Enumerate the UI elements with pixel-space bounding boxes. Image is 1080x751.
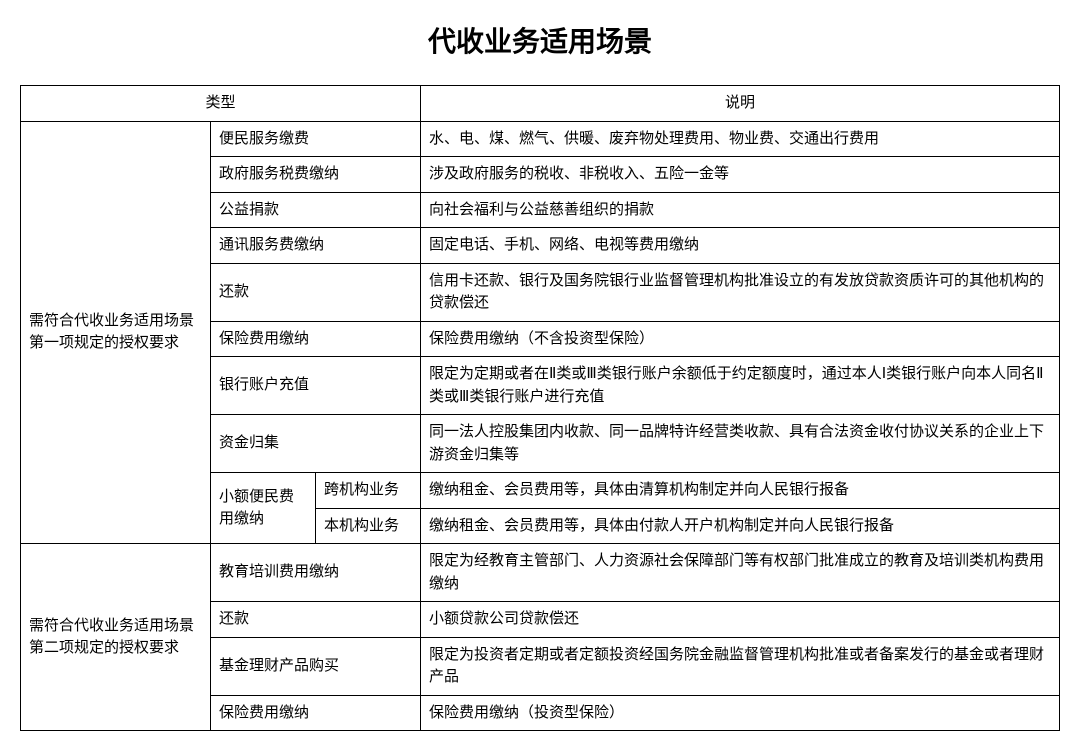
row-desc: 限定为经教育主管部门、人力资源社会保障部门等有权部门批准成立的教育及培训类机构费… [421, 544, 1060, 602]
row-category: 教育培训费用缴纳 [211, 544, 421, 602]
scenario-table: 类型 说明 需符合代收业务适用场景第一项规定的授权要求 便民服务缴费 水、电、煤… [20, 85, 1060, 731]
row-category: 政府服务税费缴纳 [211, 157, 421, 193]
row-desc: 缴纳租金、会员费用等，具体由清算机构制定并向人民银行报备 [421, 473, 1060, 509]
row-category: 便民服务缴费 [211, 121, 421, 157]
row-desc: 涉及政府服务的税收、非税收入、五险一金等 [421, 157, 1060, 193]
row-category: 通讯服务费缴纳 [211, 228, 421, 264]
table-row: 需符合代收业务适用场景第一项规定的授权要求 便民服务缴费 水、电、煤、燃气、供暖… [21, 121, 1060, 157]
header-desc: 说明 [421, 86, 1060, 122]
row-desc: 保险费用缴纳（不含投资型保险） [421, 321, 1060, 357]
row-category: 基金理财产品购买 [211, 637, 421, 695]
row-desc: 同一法人控股集团内收款、同一品牌特许经营类收款、具有合法资金收付协议关系的企业上… [421, 415, 1060, 473]
group2-label: 需符合代收业务适用场景第二项规定的授权要求 [21, 544, 211, 731]
row-category: 银行账户充值 [211, 357, 421, 415]
row-subcategory: 本机构业务 [316, 508, 421, 544]
table-row: 需符合代收业务适用场景第二项规定的授权要求 教育培训费用缴纳 限定为经教育主管部… [21, 544, 1060, 602]
row-category: 资金归集 [211, 415, 421, 473]
row-subcategory: 跨机构业务 [316, 473, 421, 509]
row-desc: 保险费用缴纳（投资型保险） [421, 695, 1060, 731]
table-header-row: 类型 说明 [21, 86, 1060, 122]
row-desc: 向社会福利与公益慈善组织的捐款 [421, 192, 1060, 228]
row-category: 保险费用缴纳 [211, 695, 421, 731]
subgroup-label: 小额便民费用缴纳 [211, 473, 316, 544]
row-desc: 缴纳租金、会员费用等，具体由付款人开户机构制定并向人民银行报备 [421, 508, 1060, 544]
page-title: 代收业务适用场景 [20, 20, 1060, 60]
row-category: 保险费用缴纳 [211, 321, 421, 357]
row-desc: 限定为定期或者在Ⅱ类或Ⅲ类银行账户余额低于约定额度时，通过本人Ⅰ类银行账户向本人… [421, 357, 1060, 415]
row-desc: 信用卡还款、银行及国务院银行业监督管理机构批准设立的有发放贷款资质许可的其他机构… [421, 263, 1060, 321]
row-desc: 限定为投资者定期或者定额投资经国务院金融监督管理机构批准或者备案发行的基金或者理… [421, 637, 1060, 695]
row-desc: 固定电话、手机、网络、电视等费用缴纳 [421, 228, 1060, 264]
row-category: 公益捐款 [211, 192, 421, 228]
row-category: 还款 [211, 263, 421, 321]
group1-label: 需符合代收业务适用场景第一项规定的授权要求 [21, 121, 211, 544]
row-category: 还款 [211, 602, 421, 638]
header-type: 类型 [21, 86, 421, 122]
row-desc: 小额贷款公司贷款偿还 [421, 602, 1060, 638]
row-desc: 水、电、煤、燃气、供暖、废弃物处理费用、物业费、交通出行费用 [421, 121, 1060, 157]
